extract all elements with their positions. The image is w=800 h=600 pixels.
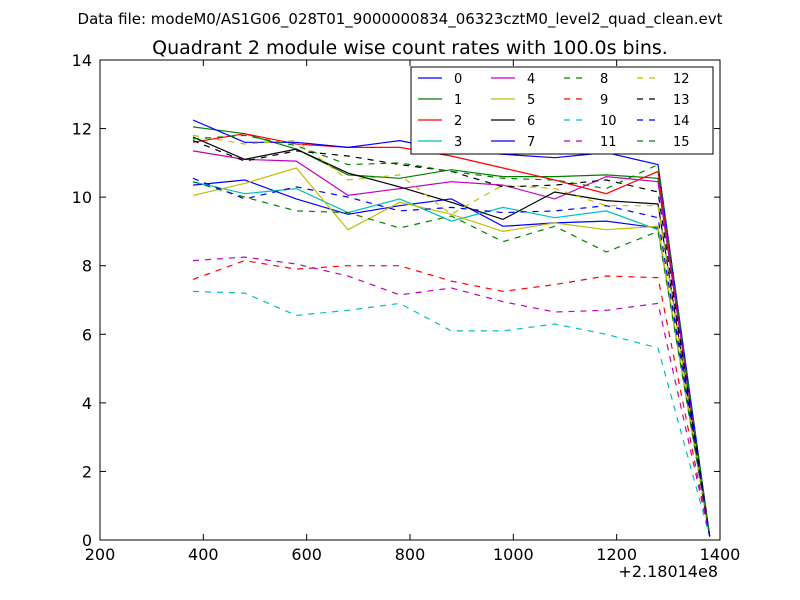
legend-label-1: 1 bbox=[454, 93, 462, 108]
series-line-3 bbox=[192, 181, 711, 537]
legend-label-12: 12 bbox=[673, 72, 690, 87]
legend-label-7: 7 bbox=[527, 135, 535, 150]
legend-label-2: 2 bbox=[454, 114, 462, 129]
series-line-13 bbox=[192, 140, 711, 537]
legend-box bbox=[410, 66, 714, 155]
chart-suptitle: Data file: modeM0/AS1G06_028T01_90000008… bbox=[78, 10, 723, 29]
y-tick-label: 10 bbox=[72, 188, 92, 207]
y-tick-label: 0 bbox=[82, 531, 92, 550]
x-tick-label: 1200 bbox=[596, 545, 637, 564]
legend-label-11: 11 bbox=[600, 135, 617, 150]
series-line-6 bbox=[192, 136, 711, 537]
series-line-15 bbox=[192, 134, 711, 537]
legend-label-14: 14 bbox=[673, 114, 690, 129]
series-line-14 bbox=[192, 177, 711, 537]
series-line-5 bbox=[192, 167, 711, 537]
legend-label-5: 5 bbox=[527, 93, 535, 108]
x-tick-label: 400 bbox=[188, 545, 219, 564]
series-line-10 bbox=[192, 290, 711, 537]
series-line-1 bbox=[192, 126, 711, 537]
series-line-4 bbox=[192, 150, 711, 537]
chart-title: Quadrant 2 module wise count rates with … bbox=[152, 37, 668, 59]
series-line-9 bbox=[192, 259, 711, 537]
y-tick-label: 6 bbox=[82, 325, 92, 344]
legend-label-3: 3 bbox=[454, 135, 462, 150]
legend-label-10: 10 bbox=[600, 114, 617, 129]
legend-label-13: 13 bbox=[673, 93, 690, 108]
legend-label-8: 8 bbox=[600, 72, 608, 87]
legend-label-6: 6 bbox=[527, 114, 535, 129]
series-line-11 bbox=[192, 256, 711, 537]
legend-label-4: 4 bbox=[527, 72, 535, 87]
x-offset-label: +2.18014e8 bbox=[618, 562, 718, 581]
x-tick-label: 200 bbox=[85, 545, 116, 564]
x-tick-label: 1400 bbox=[700, 545, 741, 564]
y-tick-label: 14 bbox=[72, 51, 92, 70]
x-tick-label: 600 bbox=[291, 545, 322, 564]
legend-label-15: 15 bbox=[673, 135, 690, 150]
y-tick-label: 12 bbox=[72, 120, 92, 139]
y-tick-label: 2 bbox=[82, 462, 92, 481]
plot-series bbox=[192, 119, 711, 537]
y-tick-label: 4 bbox=[82, 394, 92, 413]
series-line-8 bbox=[192, 181, 711, 537]
legend-label-0: 0 bbox=[454, 72, 462, 87]
series-line-2 bbox=[192, 133, 711, 537]
y-tick-label: 8 bbox=[82, 257, 92, 276]
series-line-12 bbox=[192, 134, 711, 537]
legend-label-9: 9 bbox=[600, 93, 608, 108]
x-tick-label: 800 bbox=[395, 545, 426, 564]
series-line-0 bbox=[192, 179, 711, 537]
x-tick-label: 1000 bbox=[493, 545, 534, 564]
